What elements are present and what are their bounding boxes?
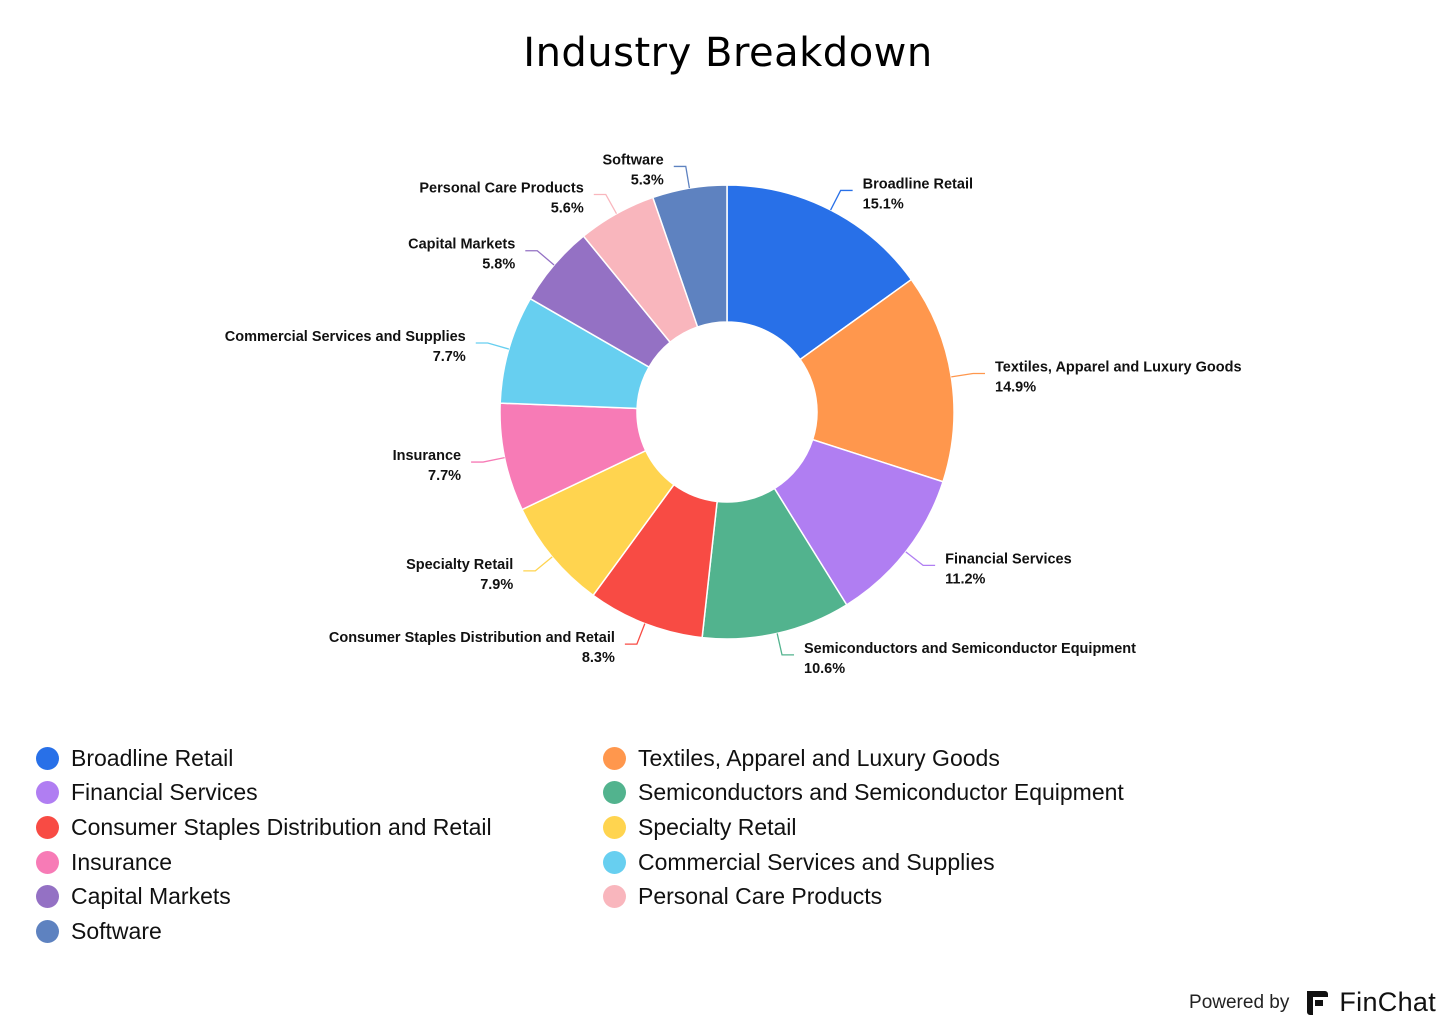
slice-label-name-semiconductors-and-semiconductor-equipment: Semiconductors and Semiconductor Equipme… bbox=[804, 641, 1136, 657]
slice-software bbox=[651, 184, 728, 328]
legend-label: Semiconductors and Semiconductor Equipme… bbox=[638, 779, 1124, 806]
legend-item-consumer-staples-distribution-and-retail: Consumer Staples Distribution and Retail bbox=[36, 811, 492, 843]
legend-label: Personal Care Products bbox=[638, 883, 883, 910]
leader-line-capital-markets bbox=[525, 250, 555, 266]
legend-item-software: Software bbox=[36, 916, 162, 948]
powered-by-text: Powered by bbox=[1189, 991, 1290, 1013]
legend-label: Insurance bbox=[71, 848, 173, 875]
slice-label-name-consumer-staples-distribution-and-retail: Consumer Staples Distribution and Retail bbox=[329, 630, 615, 646]
legend-label: Software bbox=[71, 918, 162, 944]
legend-label: Capital Markets bbox=[71, 883, 231, 910]
slice-textiles-apparel-and-luxury-goods bbox=[799, 278, 955, 483]
slice-label-name-commercial-services-and-supplies: Commercial Services and Supplies bbox=[225, 329, 466, 345]
legend-marker bbox=[36, 920, 59, 943]
slice-broadline-retail bbox=[726, 184, 913, 361]
leader-line-insurance bbox=[471, 457, 505, 463]
legend-marker bbox=[36, 885, 59, 909]
leader-line-specialty-retail bbox=[523, 556, 553, 572]
legend-marker bbox=[36, 815, 59, 839]
slice-label-value-broadline-retail: 15.1% bbox=[863, 196, 904, 212]
legend-label: Financial Services bbox=[71, 779, 258, 806]
slice-label-value-consumer-staples-distribution-and-retail: 8.3% bbox=[582, 650, 615, 666]
leader-line-consumer-staples-distribution-and-retail bbox=[624, 623, 646, 645]
powered-by-footer: Powered by FinChat bbox=[1189, 987, 1436, 1018]
leader-line-semiconductors-and-semiconductor-equipment bbox=[776, 633, 795, 656]
slice-label-name-textiles-apparel-and-luxury-goods: Textiles, Apparel and Luxury Goods bbox=[995, 359, 1242, 375]
donut-chart: Broadline Retail 15.1% Textiles, Apparel a… bbox=[225, 152, 1242, 677]
legend-item-textiles-apparel-and-luxury-goods: Textiles, Apparel and Luxury Goods bbox=[603, 742, 1000, 774]
legend-marker bbox=[603, 815, 626, 839]
slice-label-value-financial-services: 11.2% bbox=[945, 571, 985, 587]
legend-marker bbox=[603, 781, 626, 805]
legend-marker bbox=[36, 746, 59, 770]
legend-item-capital-markets: Capital Markets bbox=[36, 881, 231, 913]
finchat-logo-icon bbox=[1307, 990, 1329, 1015]
leader-line-financial-services bbox=[905, 551, 936, 567]
slice-label-value-personal-care-products: 5.6% bbox=[551, 200, 584, 216]
slice-label-name-specialty-retail: Specialty Retail bbox=[406, 557, 513, 573]
slice-label-value-capital-markets: 5.8% bbox=[482, 257, 515, 273]
legend-item-insurance: Insurance bbox=[36, 846, 172, 878]
leader-line-personal-care-products bbox=[593, 193, 618, 215]
legend-label: Consumer Staples Distribution and Retail bbox=[71, 813, 492, 840]
legend-item-commercial-services-and-supplies: Commercial Services and Supplies bbox=[603, 846, 995, 878]
legend-item-broadline-retail: Broadline Retail bbox=[36, 742, 233, 774]
legend-item-personal-care-products: Personal Care Products bbox=[603, 881, 882, 913]
finchat-brand-name: FinChat bbox=[1339, 987, 1436, 1017]
slice-label-value-software: 5.3% bbox=[631, 172, 664, 188]
legend-item-financial-services: Financial Services bbox=[36, 777, 258, 809]
legend-marker bbox=[603, 850, 626, 874]
legend-marker bbox=[603, 746, 626, 770]
leader-line-software bbox=[673, 165, 691, 189]
leader-line-broadline-retail bbox=[830, 189, 853, 211]
legend-marker bbox=[603, 885, 626, 909]
slice-label-value-textiles-apparel-and-luxury-goods: 14.9% bbox=[995, 379, 1036, 395]
slice-label-name-software: Software bbox=[603, 152, 664, 168]
legend-label: Textiles, Apparel and Luxury Goods bbox=[638, 744, 1000, 771]
slice-label-name-broadline-retail: Broadline Retail bbox=[863, 176, 973, 192]
leader-line-commercial-services-and-supplies bbox=[475, 342, 510, 350]
slice-label-value-specialty-retail: 7.9% bbox=[480, 577, 513, 593]
slice-label-name-financial-services: Financial Services bbox=[945, 551, 1072, 567]
legend-item-semiconductors-and-semiconductor-equipment: Semiconductors and Semiconductor Equipme… bbox=[603, 777, 1124, 809]
slice-label-name-insurance: Insurance bbox=[393, 448, 462, 464]
legend-label: Specialty Retail bbox=[638, 813, 797, 840]
chart-title: Industry Breakdown bbox=[523, 30, 933, 76]
slice-label-value-insurance: 7.7% bbox=[428, 468, 461, 484]
slice-label-name-personal-care-products: Personal Care Products bbox=[419, 180, 583, 196]
legend-marker bbox=[36, 781, 59, 805]
legend-label: Broadline Retail bbox=[71, 744, 234, 771]
legend-marker bbox=[36, 850, 59, 874]
slice-label-value-semiconductors-and-semiconductor-equipment: 10.6% bbox=[804, 661, 845, 677]
leader-line-textiles-apparel-and-luxury-goods bbox=[951, 372, 986, 378]
legend-item-specialty-retail: Specialty Retail bbox=[603, 811, 797, 843]
slice-label-value-commercial-services-and-supplies: 7.7% bbox=[433, 349, 466, 365]
slice-semiconductors-and-semiconductor-equipment bbox=[701, 487, 848, 640]
slice-label-name-capital-markets: Capital Markets bbox=[408, 237, 515, 253]
legend-label: Commercial Services and Supplies bbox=[638, 848, 995, 875]
